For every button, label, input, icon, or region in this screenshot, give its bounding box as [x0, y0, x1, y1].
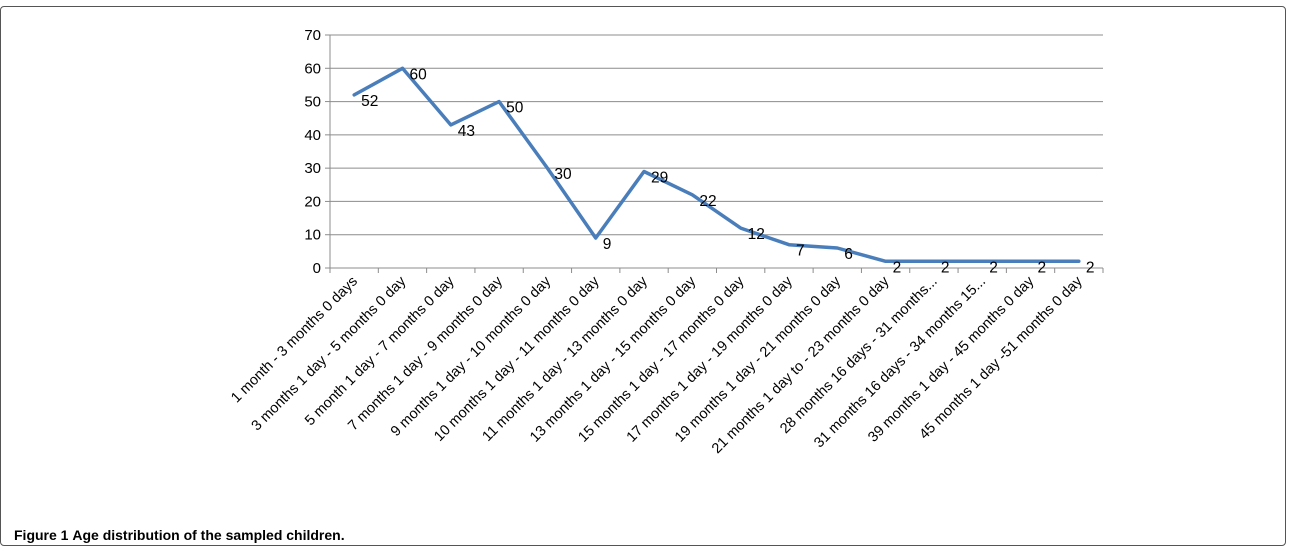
y-tick-label: 20	[304, 193, 321, 210]
figure-frame	[0, 6, 1286, 546]
x-tick-label: 31 months 16 days - 34 months 15...	[811, 274, 989, 452]
gridlines	[330, 34, 1103, 236]
series-polyline	[352, 66, 1081, 264]
data-label: 52	[361, 93, 378, 110]
y-tick-label: 0	[313, 260, 321, 277]
data-label: 6	[844, 246, 853, 263]
data-label: 9	[603, 236, 612, 253]
y-tick-label: 60	[304, 60, 321, 77]
data-label: 43	[458, 123, 475, 140]
data-label: 29	[651, 169, 668, 186]
y-tick-label: 70	[304, 27, 321, 44]
figure-caption-text: Age distribution of the sampled children…	[72, 527, 345, 543]
data-label: 2	[941, 259, 950, 276]
y-tick-label: 50	[304, 94, 321, 111]
figure-caption: Figure 1 Age distribution of the sampled…	[14, 527, 345, 543]
series-line	[352, 66, 1081, 264]
data-label: 12	[748, 226, 765, 243]
data-label: 2	[1038, 259, 1047, 276]
data-label: 50	[506, 100, 524, 117]
y-tick-label: 40	[304, 127, 321, 144]
data-label: 30	[554, 166, 572, 183]
data-label: 2	[893, 259, 902, 276]
figure-label: Figure 1	[14, 527, 69, 543]
y-tick-label: 30	[304, 160, 321, 177]
data-label: 60	[409, 66, 427, 83]
data-label: 2	[989, 259, 998, 276]
y-tick-label: 10	[304, 227, 321, 244]
data-label: 7	[796, 243, 805, 260]
x-tick-label: 21 months 1 day to - 23 months 0 day	[709, 273, 893, 457]
data-label: 22	[699, 193, 716, 210]
data-label: 2	[1086, 259, 1095, 276]
